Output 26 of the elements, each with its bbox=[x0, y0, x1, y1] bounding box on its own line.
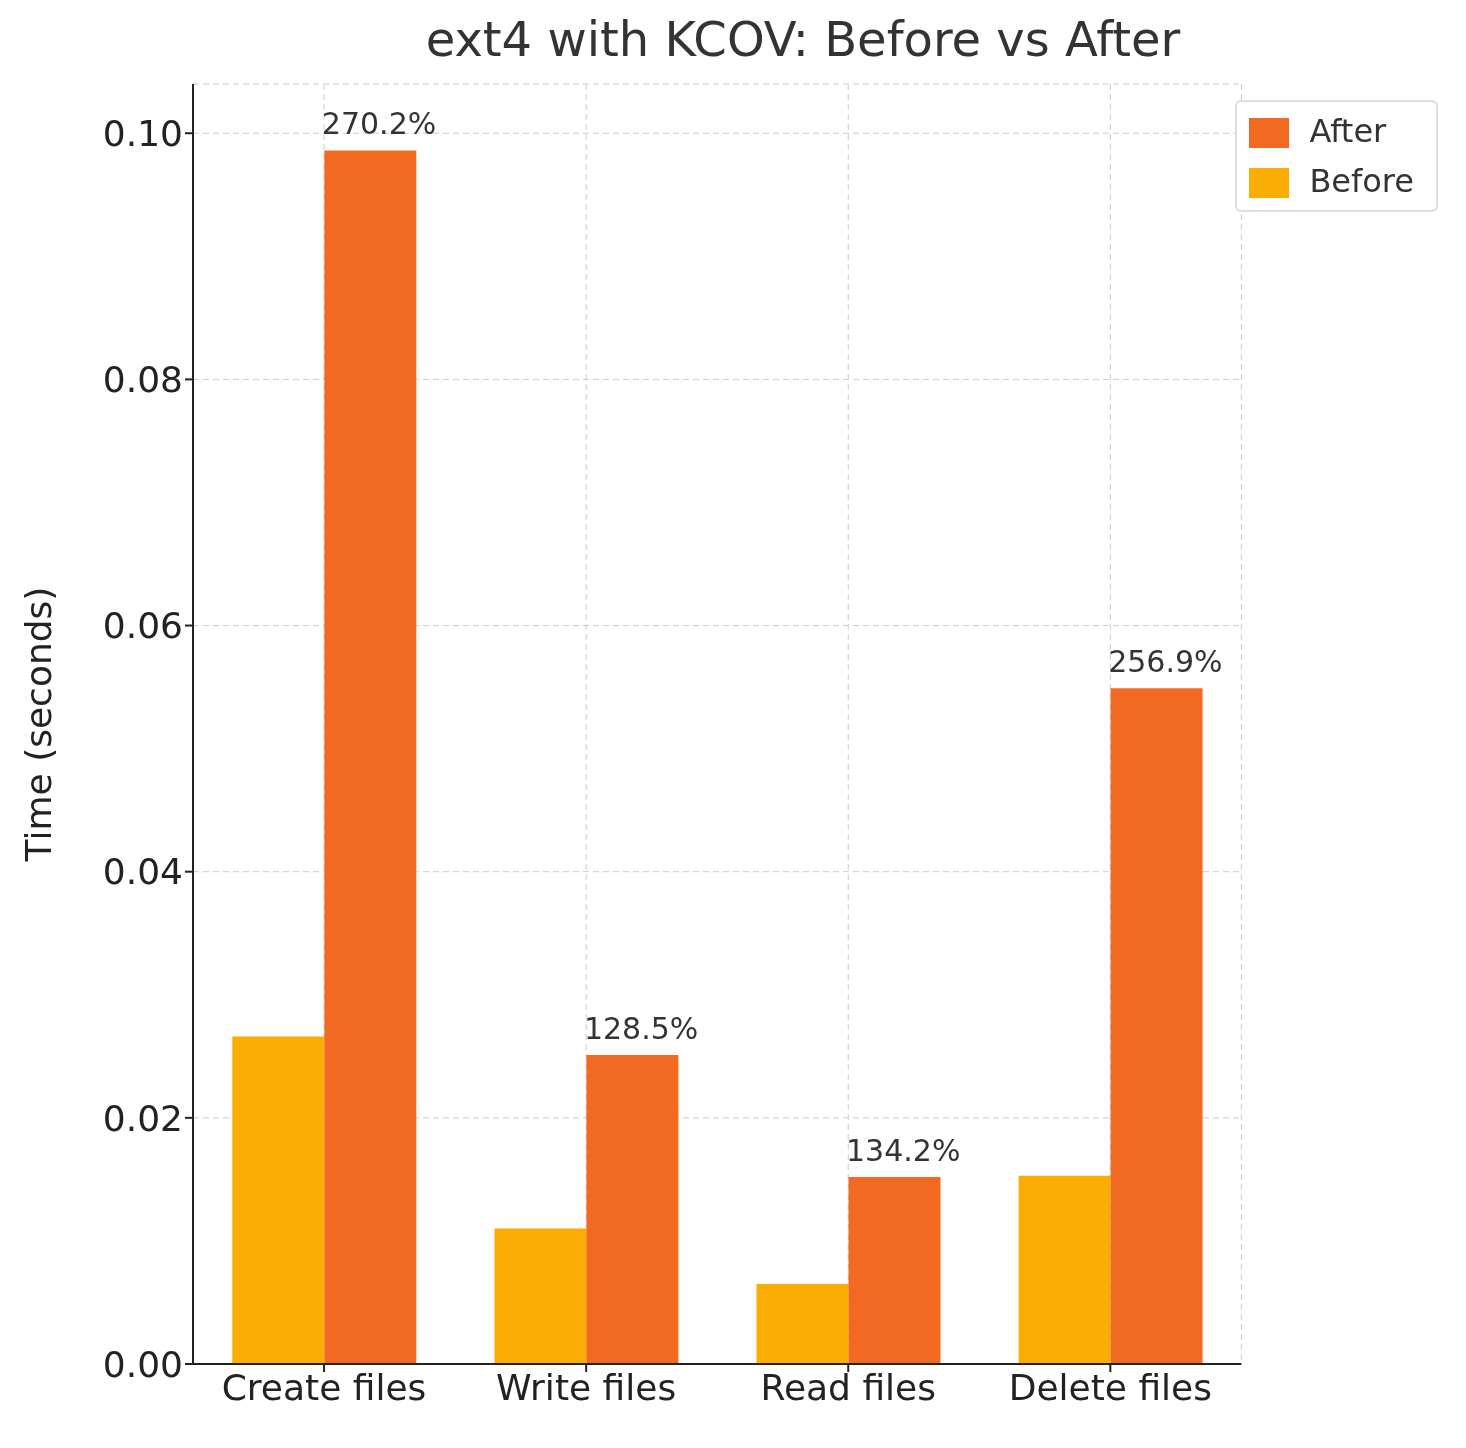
bar bbox=[848, 1176, 941, 1364]
x-tick-label: Write files bbox=[496, 1366, 677, 1408]
y-tick-label: 0.06 bbox=[102, 605, 183, 647]
bar bbox=[324, 150, 417, 1364]
x-tick-label: Create files bbox=[221, 1366, 427, 1408]
x-tick-label: Delete files bbox=[1008, 1366, 1212, 1408]
y-tick-label: 0.02 bbox=[102, 1097, 183, 1139]
x-tick-label: Read files bbox=[760, 1366, 936, 1408]
bar bbox=[1018, 1175, 1111, 1364]
annotation: 134.2% bbox=[846, 1132, 961, 1168]
chart-title: ext4 with KCOV: Before vs After bbox=[424, 10, 1182, 69]
y-tick-label: 0.08 bbox=[102, 359, 183, 401]
y-axis-title: Time (seconds) bbox=[17, 586, 59, 863]
y-tick-label: 0.00 bbox=[102, 1343, 183, 1385]
bar bbox=[586, 1055, 679, 1364]
bar bbox=[494, 1228, 587, 1364]
legend-label: After bbox=[1309, 112, 1387, 150]
annotation: 128.5% bbox=[583, 1011, 699, 1047]
bar bbox=[756, 1284, 849, 1364]
bar bbox=[232, 1036, 325, 1364]
y-tick-label: 0.04 bbox=[102, 851, 183, 893]
bar bbox=[1110, 688, 1203, 1364]
annotation: 256.9% bbox=[1108, 644, 1223, 680]
legend-label: Before bbox=[1309, 162, 1414, 200]
y-tick-label: 0.10 bbox=[102, 113, 183, 155]
annotation: 270.2% bbox=[321, 106, 437, 142]
